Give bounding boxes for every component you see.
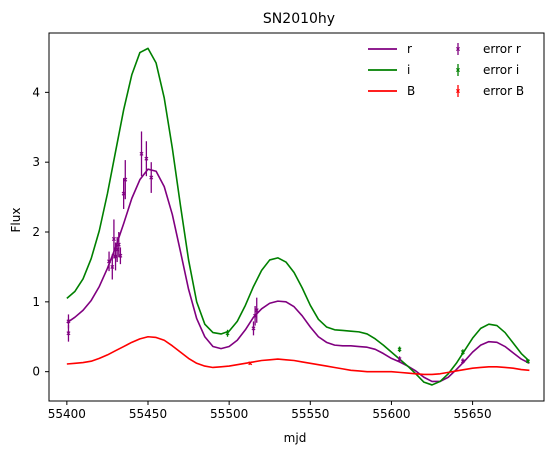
data-point	[248, 361, 253, 366]
data-point	[66, 319, 71, 324]
x-axis: 55400 55450 55500 55550 55600 55650	[48, 401, 492, 421]
y-tick-label: 3	[32, 155, 40, 169]
x-tick-label: 55650	[453, 407, 491, 421]
series-layer	[66, 47, 530, 386]
data-point	[107, 259, 112, 264]
series-line-i	[66, 47, 530, 386]
data-point	[254, 308, 259, 313]
legend-label-r: r	[407, 42, 412, 56]
plot-frame	[48, 32, 545, 402]
data-point	[397, 347, 402, 352]
data-point	[110, 264, 115, 269]
errorbar-group-error-r	[66, 131, 465, 364]
data-point	[123, 177, 128, 182]
y-tick-label: 0	[32, 365, 40, 379]
data-point	[397, 357, 402, 362]
x-tick-label: 55500	[210, 407, 248, 421]
legend-marker	[456, 89, 460, 93]
y-tick-label: 4	[32, 85, 40, 99]
data-point	[118, 253, 123, 258]
series-line-r	[66, 168, 530, 383]
data-point	[66, 331, 71, 336]
data-point	[139, 151, 144, 156]
x-axis-label: mjd	[284, 431, 307, 445]
errorbar-group-error-i	[225, 329, 530, 364]
x-tick-label: 55400	[48, 407, 86, 421]
legend-marker	[456, 68, 460, 72]
y-tick-label: 1	[32, 295, 40, 309]
y-axis: 0 1 2 3 4	[32, 85, 49, 379]
data-point	[116, 242, 121, 247]
data-point	[460, 350, 465, 355]
legend-label-error-i: error i	[483, 63, 519, 77]
data-point	[149, 175, 154, 180]
data-point	[525, 359, 530, 364]
data-point	[225, 331, 230, 336]
errorbar-group-error-B	[248, 361, 253, 366]
x-tick-label: 55550	[291, 407, 329, 421]
data-point	[144, 156, 149, 161]
legend-label-B: B	[407, 84, 415, 98]
data-point	[251, 326, 256, 331]
y-axis-label: Flux	[9, 208, 23, 233]
legend-label-error-B: error B	[483, 84, 524, 98]
data-point	[460, 359, 465, 364]
chart-title: SN2010hy	[263, 11, 335, 27]
data-point	[111, 237, 116, 241]
legend-label-error-r: error r	[483, 42, 521, 56]
legend-marker	[456, 47, 460, 51]
y-tick-label: 2	[32, 225, 40, 239]
series-line-B	[66, 335, 530, 376]
legend-label-i: i	[407, 63, 410, 77]
x-tick-label: 55450	[129, 407, 167, 421]
x-tick-label: 55600	[372, 407, 410, 421]
